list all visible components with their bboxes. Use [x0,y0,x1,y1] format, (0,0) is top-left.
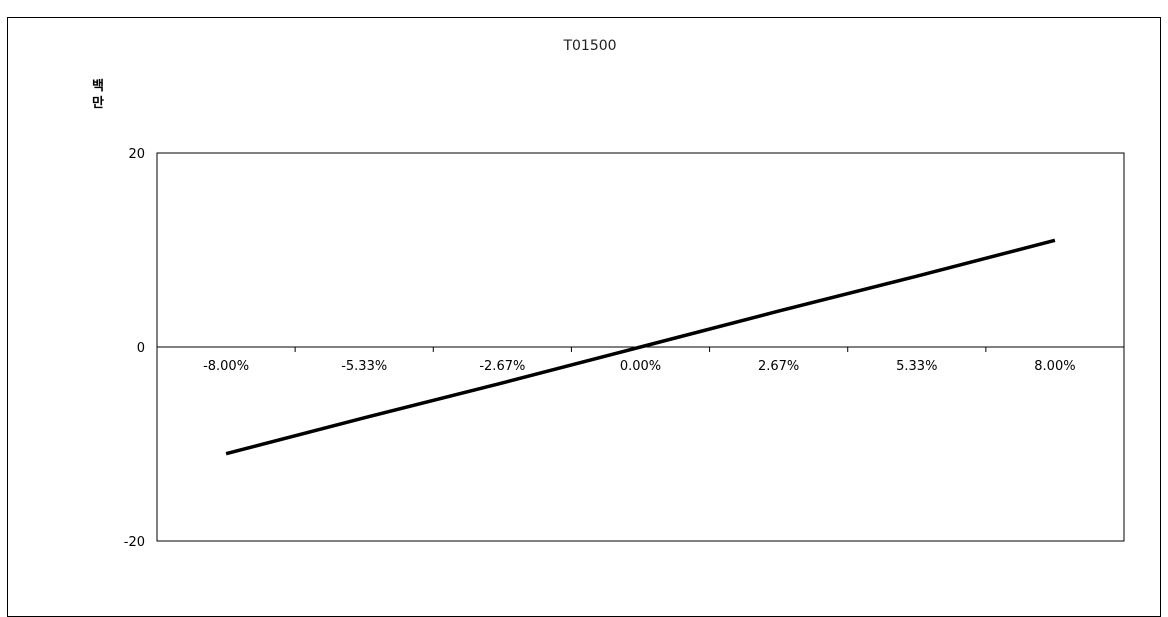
series-line [225,238,1056,456]
chart-frame [7,17,1161,617]
x-tick-label: -8.00% [203,359,249,374]
x-tick-label: 5.33% [896,359,937,374]
x-tick-label: 8.00% [1034,359,1075,374]
line-chart: T01500 백 만 20 0 -20 -8.00% -5.33% -2.67% 0.00… [92,38,1125,550]
x-tick-label: 2.67% [758,359,799,374]
unit-label-line-1: 백 [92,79,104,94]
y-tick-label: 0 [137,341,145,356]
chart-title: T01500 [562,38,616,54]
x-tick-label: -2.67% [479,359,525,374]
x-tick-label: 0.00% [620,359,661,374]
y-tick-label: -20 [124,535,145,550]
y-tick-label: 20 [128,147,145,162]
unit-label-line-2: 만 [92,95,104,111]
x-tick-label: -5.33% [341,359,387,374]
